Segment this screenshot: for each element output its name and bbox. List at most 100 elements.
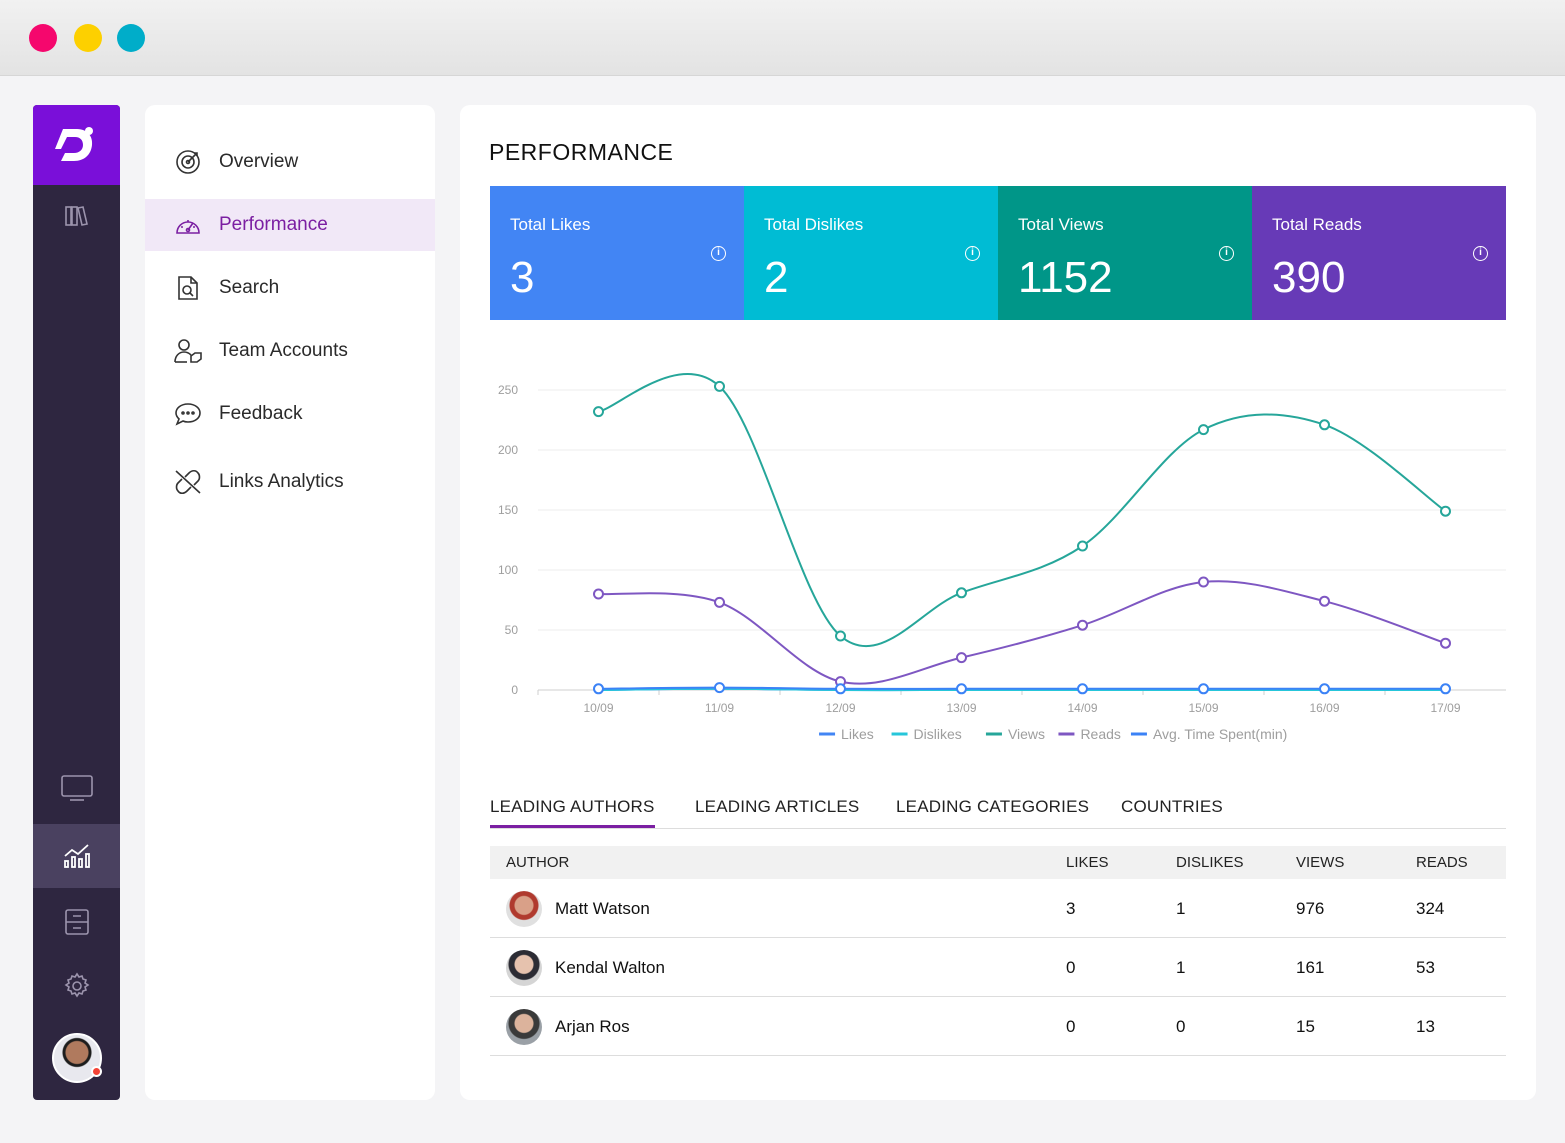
rail-item-monitor[interactable]	[33, 757, 120, 819]
author-avatar	[506, 891, 542, 927]
cell-reads: 53	[1416, 958, 1435, 977]
data-point-views	[1319, 419, 1330, 431]
data-point-reads	[1198, 576, 1209, 588]
data-point-views	[835, 630, 846, 642]
header-reads[interactable]: READS	[1416, 854, 1468, 871]
cell-likes: 0	[1066, 1017, 1076, 1036]
window-maximize-button[interactable]	[117, 24, 145, 52]
stats-row: Total Likes 3 i Total Dislikes 2 i Total…	[490, 186, 1506, 320]
info-icon[interactable]: i	[711, 246, 726, 261]
info-icon[interactable]: i	[965, 246, 980, 261]
data-point-views	[956, 587, 967, 599]
data-point-views	[714, 380, 725, 392]
table-row[interactable]: Kendal Walton 0 1 161 53	[490, 938, 1506, 997]
cell-dislikes: 1	[1176, 899, 1186, 918]
x-tick-label: 13/09	[946, 701, 976, 715]
table-row[interactable]: Matt Watson 3 1 976 324	[490, 879, 1506, 938]
data-point-avg-time-spent-min	[1440, 683, 1451, 695]
series-line-avg-time-spent-min	[598, 686, 1446, 690]
author-name: Matt Watson	[555, 899, 650, 918]
cell-views: 15	[1296, 1017, 1315, 1036]
data-point-reads	[1440, 637, 1451, 649]
section-nav: Overview Performance Search Team Account…	[145, 105, 435, 1100]
legend-label: Views	[1008, 726, 1045, 742]
stat-card-views: Total Views 1152 i	[998, 186, 1252, 320]
cell-likes: 3	[1066, 899, 1076, 918]
y-tick-label: 0	[511, 683, 518, 697]
chat-bubble-icon	[173, 399, 203, 429]
icon-rail	[33, 105, 120, 1100]
stat-value: 3	[510, 253, 535, 302]
user-avatar[interactable]	[52, 1033, 102, 1083]
window-close-button[interactable]	[29, 24, 57, 52]
cell-reads: 324	[1416, 899, 1445, 918]
nav-item-feedback[interactable]: Feedback	[145, 388, 435, 440]
legend-label: Avg. Time Spent(min)	[1153, 726, 1287, 742]
nav-label: Performance	[219, 214, 328, 235]
y-tick-label: 100	[498, 563, 518, 577]
info-icon[interactable]: i	[1219, 246, 1234, 261]
nav-item-links-analytics[interactable]: Links Analytics	[145, 456, 435, 508]
stat-card-likes: Total Likes 3 i	[490, 186, 744, 320]
main-panel: PERFORMANCE Total Likes 3 i Total Dislik…	[460, 105, 1536, 1100]
library-icon	[64, 206, 88, 226]
data-point-views	[1077, 540, 1088, 552]
info-icon[interactable]: i	[1473, 246, 1488, 261]
author-name: Kendal Walton	[555, 958, 665, 977]
data-point-avg-time-spent-min	[835, 683, 846, 695]
page-title: PERFORMANCE	[489, 139, 674, 165]
user-tag-icon	[173, 336, 203, 366]
window-minimize-button[interactable]	[74, 24, 102, 52]
nav-item-team-accounts[interactable]: Team Accounts	[145, 325, 435, 377]
cell-dislikes: 0	[1176, 1017, 1186, 1036]
tab-leading-articles[interactable]: LEADING ARTICLES	[695, 797, 860, 816]
tab-countries[interactable]: COUNTRIES	[1121, 797, 1223, 816]
x-tick-label: 15/09	[1188, 701, 1218, 715]
nav-item-overview[interactable]: Overview	[145, 136, 435, 188]
author-avatar	[506, 950, 542, 986]
nav-label: Links Analytics	[219, 471, 344, 492]
rail-item-archive[interactable]	[33, 891, 120, 953]
data-point-avg-time-spent-min	[593, 683, 604, 695]
header-views[interactable]: VIEWS	[1296, 854, 1345, 871]
data-point-views	[593, 406, 604, 418]
nav-item-search[interactable]: Search	[145, 262, 435, 314]
performance-line-chart: 0 50 100 150 200 250 10/09 11/09 12/09 13/09 14/09…	[498, 372, 1506, 742]
stat-label: Total Dislikes	[764, 215, 864, 234]
nav-item-performance[interactable]: Performance	[145, 199, 435, 251]
header-likes[interactable]: LIKES	[1066, 854, 1109, 871]
table-row[interactable]: Arjan Ros 0 0 15 13	[490, 997, 1506, 1056]
tab-leading-categories[interactable]: LEADING CATEGORIES	[896, 797, 1090, 816]
stat-value: 2	[764, 253, 789, 302]
x-tick-label: 11/09	[705, 701, 734, 715]
rail-item-settings[interactable]	[33, 955, 120, 1017]
authors-table: AUTHOR LIKES DISLIKES VIEWS READS Matt W…	[490, 846, 1506, 1056]
unlink-icon	[173, 467, 203, 497]
archive-icon	[64, 909, 89, 935]
x-tick-label: 16/09	[1309, 701, 1339, 715]
speedometer-icon	[173, 210, 203, 240]
stat-card-dislikes: Total Dislikes 2 i	[744, 186, 998, 320]
window-titlebar	[0, 0, 1565, 76]
header-author[interactable]: AUTHOR	[506, 854, 570, 871]
header-dislikes[interactable]: DISLIKES	[1176, 854, 1244, 871]
stat-value: 390	[1272, 253, 1346, 302]
analytics-icon	[63, 844, 90, 868]
y-tick-label: 200	[498, 443, 518, 457]
legend-label: Reads	[1080, 726, 1120, 742]
x-tick-label: 17/09	[1430, 701, 1460, 715]
nav-label: Overview	[219, 151, 299, 172]
author-avatar	[506, 1009, 542, 1045]
stat-card-reads: Total Reads 390 i	[1252, 186, 1506, 320]
tab-leading-authors[interactable]: LEADING AUTHORS	[490, 797, 655, 828]
rail-item-analytics[interactable]	[33, 824, 120, 888]
series-line-reads	[598, 580, 1446, 685]
y-tick-label: 250	[498, 383, 518, 397]
data-point-reads	[1319, 595, 1330, 607]
cell-views: 976	[1296, 899, 1325, 918]
series-line-views	[598, 372, 1447, 648]
rail-item-library[interactable]	[33, 185, 120, 247]
app-logo-icon	[54, 127, 93, 161]
app-logo[interactable]	[33, 105, 120, 185]
document-search-icon	[173, 273, 203, 303]
